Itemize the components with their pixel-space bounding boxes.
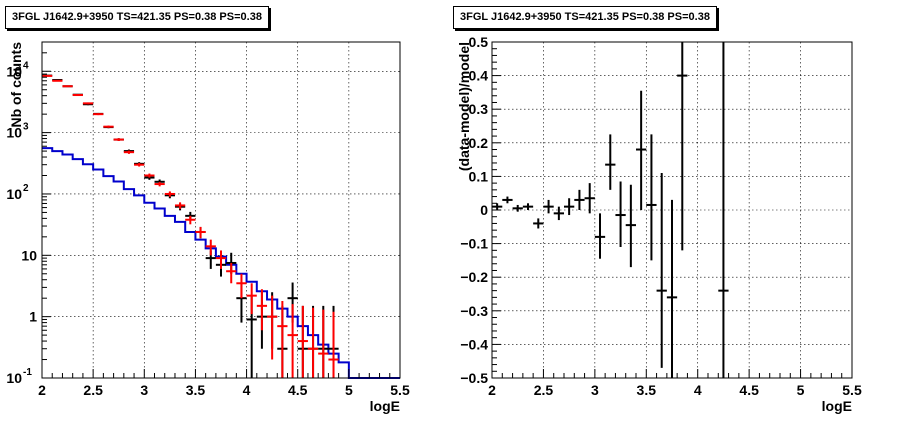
y-tick-label: −0.5	[460, 370, 488, 386]
y-tick-label: −0.1	[460, 236, 488, 252]
x-axis-title: logE	[822, 398, 852, 414]
x-tick-label: 3	[591, 382, 599, 398]
x-tick-label: 2	[38, 382, 46, 398]
x-axis-title: logE	[370, 398, 400, 414]
x-tick-label: 3.5	[637, 382, 657, 398]
y-tick-label: 0.4	[469, 68, 489, 84]
y-tick-exponent: -1	[23, 367, 32, 378]
model-step-line	[42, 147, 400, 379]
y-tick-label: 10	[6, 370, 22, 386]
y-tick-label: −0.2	[460, 269, 488, 285]
y-tick-label: 0.3	[469, 101, 489, 117]
residual-chart: 2 2.5 3 3.5 4 4.5 5 5.5 −0.5 −0.4 −0.3 −0.2 −0.1 0 0.1…	[456, 34, 862, 414]
y-tick-label: −0.3	[460, 303, 488, 319]
y-tick-label: 1	[29, 309, 37, 325]
y-tick-exponent: 3	[23, 122, 29, 133]
plot-area	[42, 42, 400, 378]
y-tick-exponent: 2	[23, 183, 29, 194]
x-tick-label: 2.5	[83, 382, 103, 398]
x-tick-label: 3	[140, 382, 148, 398]
plot-frame	[41, 41, 401, 379]
x-tick-label: 2	[488, 382, 496, 398]
y-tick-label: 10	[6, 63, 22, 79]
y-tick-label: 0.1	[469, 168, 489, 184]
y-tick-label: 10	[6, 186, 22, 202]
x-tick-label: 4.5	[288, 382, 308, 398]
y-tick-label: 0	[480, 202, 488, 218]
y-tick-label: 10	[21, 247, 37, 263]
x-tick-label: 5.5	[842, 382, 862, 398]
x-tick-label: 2.5	[534, 382, 554, 398]
x-tick-label: 3.5	[186, 382, 206, 398]
x-tick-label: 4	[243, 382, 251, 398]
y-tick-label: 0.2	[469, 135, 489, 151]
x-tick-label: 5	[345, 382, 353, 398]
x-tick-label: 4	[694, 382, 702, 398]
y-axis-title: Nb of counts	[8, 42, 24, 128]
y-tick-exponent: 4	[23, 60, 29, 71]
x-tick-label: 4.5	[739, 382, 759, 398]
y-axis-title: (data-model)/model	[456, 42, 472, 171]
x-tick-label: 5.5	[390, 382, 410, 398]
y-tick-label: 10	[6, 125, 22, 141]
y-tick-label: −0.4	[460, 336, 488, 352]
x-tick-label: 5	[797, 382, 805, 398]
right-chart-title: 3FGL J1642.9+3950 TS=421.35 PS=0.38 PS=0…	[453, 6, 717, 29]
y-tick-label: 0.5	[469, 34, 489, 50]
left-chart-title: 3FGL J1642.9+3950 TS=421.35 PS=0.38 PS=0…	[5, 6, 269, 29]
